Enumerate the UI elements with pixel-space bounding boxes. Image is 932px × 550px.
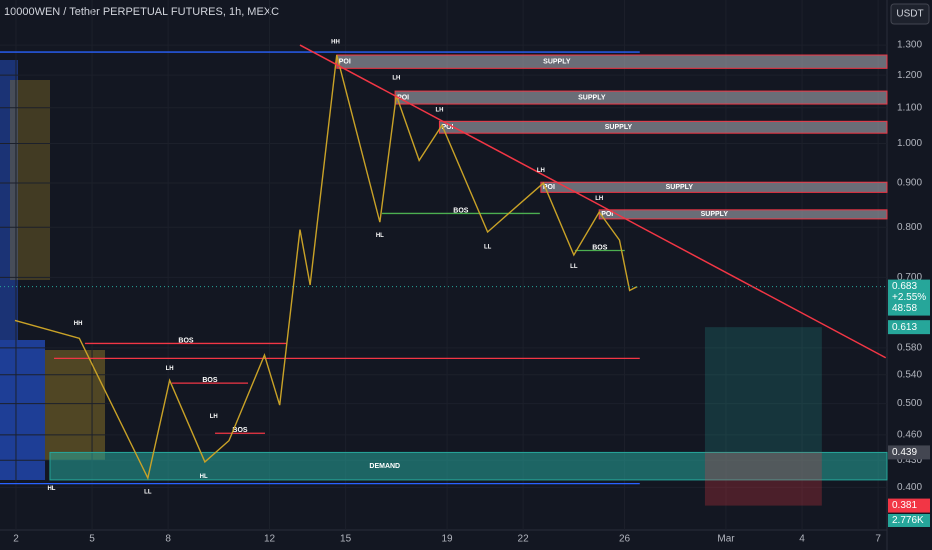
y-tick-label: 0.700 <box>897 272 922 283</box>
y-tick-label: 0.580 <box>897 343 922 354</box>
y-tick-label: 0.400 <box>897 482 922 493</box>
swing-label: LH <box>537 168 545 174</box>
poi-label: POI <box>339 59 351 66</box>
swing-label: HL <box>47 486 55 492</box>
swing-label: LL <box>144 490 152 496</box>
y-tick-label: 0.500 <box>897 398 922 409</box>
price-tag-label: 0.381 <box>892 500 917 511</box>
supply-zone <box>598 209 888 220</box>
supply-zone <box>540 181 888 193</box>
bos-label: BOS <box>202 377 218 384</box>
swing-label: LH <box>595 196 603 202</box>
price-tag-label: 0.439 <box>892 447 917 458</box>
supply-zone <box>438 120 888 134</box>
y-tick-label: 0.900 <box>897 178 922 189</box>
x-tick-label: 2 <box>13 534 19 545</box>
y-tick-label: 1.300 <box>897 40 922 51</box>
bos-label: BOS <box>592 244 608 251</box>
price-tag <box>888 498 930 513</box>
currency: USDT <box>896 9 923 20</box>
y-tick-label: 1.100 <box>897 102 922 113</box>
swing-label: HH <box>331 40 340 46</box>
supply-label: SUPPLY <box>666 184 694 191</box>
profile-bar <box>45 350 105 460</box>
x-tick-label: 8 <box>165 534 171 545</box>
supply-label: SUPPLY <box>605 124 633 131</box>
supply-label: SUPPLY <box>543 59 571 66</box>
y-tick-label: 1.200 <box>897 70 922 81</box>
volume-tag-label: 2.776K <box>892 515 924 526</box>
price-line <box>14 54 638 481</box>
swing-label: LH <box>392 76 400 82</box>
swing-label: HL <box>200 474 208 480</box>
x-tick-label: 26 <box>619 534 631 545</box>
position-stop <box>704 452 822 506</box>
profile-bar <box>10 80 50 280</box>
x-tick-label: 7 <box>875 534 881 545</box>
x-tick-label: 15 <box>340 534 352 545</box>
x-tick-label: 19 <box>441 534 453 545</box>
demand-label: DEMAND <box>369 463 400 470</box>
x-tick-label: 5 <box>89 534 95 545</box>
last-change: +2.55% <box>892 292 926 303</box>
demand-zone <box>49 451 888 481</box>
y-tick-label: 0.430 <box>897 455 922 466</box>
volume-profile <box>0 60 105 480</box>
x-tick-label: 4 <box>799 534 805 545</box>
supply-zone <box>394 90 888 105</box>
poi-label: POI <box>601 211 613 218</box>
y-tick-label: 0.800 <box>897 222 922 233</box>
supply-label: SUPPLY <box>578 94 606 101</box>
swing-label: LH <box>166 366 174 372</box>
chart-title: 10000WEN / Tether PERPETUAL FUTURES, 1h,… <box>4 6 279 18</box>
currency-box[interactable] <box>890 3 930 25</box>
bos-label: BOS <box>232 427 248 434</box>
price-tag <box>888 445 930 460</box>
swing-label: LL <box>570 264 578 270</box>
swing-label: LH <box>210 414 218 420</box>
y-tick-label: 1.000 <box>897 138 922 149</box>
profile-bar <box>0 340 45 480</box>
bos-label: BOS <box>178 337 194 344</box>
swing-label: HL <box>376 233 384 239</box>
swing-label: LL <box>484 245 492 251</box>
trendline <box>299 44 887 359</box>
countdown: 48:58 <box>892 303 917 314</box>
swing-label: HH <box>74 321 83 327</box>
position-target <box>704 327 822 453</box>
swing-label: LH <box>435 108 443 114</box>
x-tick-label: Mar <box>717 534 735 545</box>
supply-label: SUPPLY <box>701 211 729 218</box>
x-tick-label: 12 <box>264 534 276 545</box>
price-tag-label: 0.613 <box>892 322 917 333</box>
supply-zone <box>336 54 888 69</box>
volume-tag <box>888 514 930 527</box>
last-price: 0.683 <box>892 281 917 292</box>
price-tag <box>888 320 930 335</box>
y-tick-label: 0.460 <box>897 430 922 441</box>
poi-label: POI <box>441 124 453 131</box>
y-tick-label: 0.540 <box>897 369 922 380</box>
x-tick-label: 22 <box>518 534 530 545</box>
profile-bar <box>0 60 18 340</box>
bos-label: BOS <box>453 207 469 214</box>
poi-label: POI <box>543 184 555 191</box>
last-price-tag <box>888 279 930 316</box>
poi-label: POI <box>397 94 409 101</box>
